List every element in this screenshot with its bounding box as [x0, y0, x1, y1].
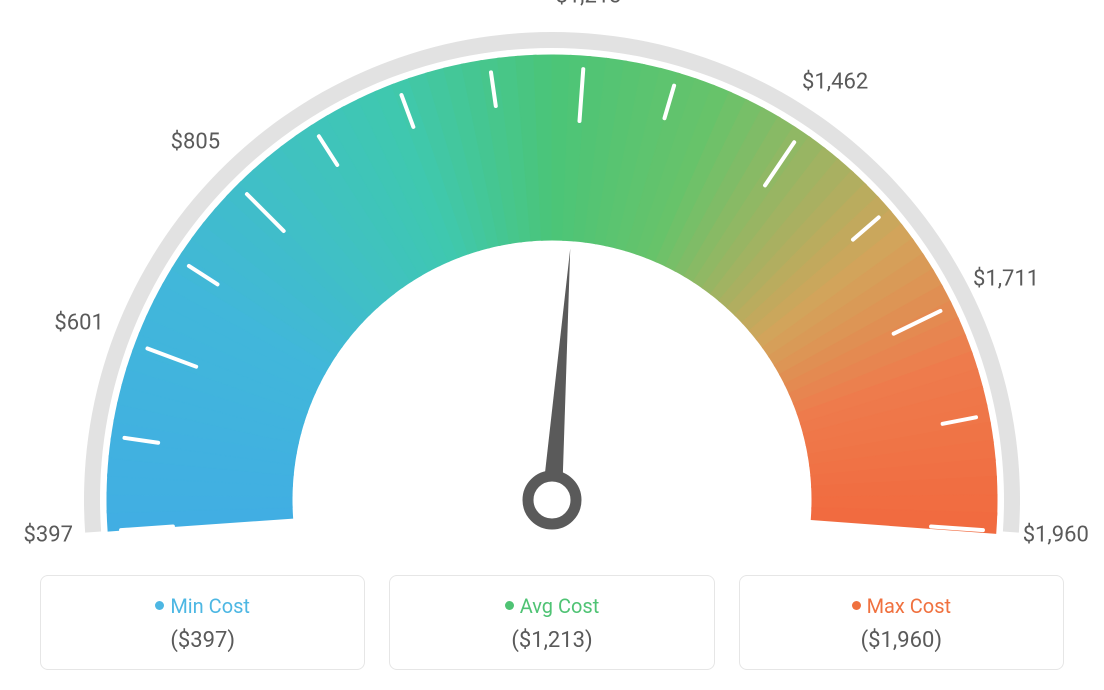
- legend-card-avg-cost: Avg Cost ($1,213): [389, 575, 714, 670]
- legend-title: Max Cost: [750, 594, 1053, 618]
- legend-value: ($397): [51, 628, 354, 653]
- legend-label-text: Max Cost: [867, 594, 952, 618]
- gauge-tick-label: $1,213: [555, 0, 621, 9]
- legend-label-text: Min Cost: [170, 594, 250, 618]
- legend-row: Min Cost ($397) Avg Cost ($1,213) Max Cost ($…: [40, 575, 1064, 670]
- legend-title: Min Cost: [51, 594, 354, 618]
- gauge-svg: [0, 0, 1104, 560]
- legend-dot-icon: [852, 601, 861, 610]
- gauge-tick-label: $601: [54, 310, 103, 335]
- legend-title: Avg Cost: [400, 594, 703, 618]
- legend-card-min-cost: Min Cost ($397): [40, 575, 365, 670]
- legend-card-max-cost: Max Cost ($1,960): [739, 575, 1064, 670]
- gauge-tick-label: $397: [23, 523, 72, 548]
- legend-dot-icon: [155, 601, 164, 610]
- gauge-tick-label: $805: [171, 130, 220, 155]
- gauge-tick-label: $1,462: [802, 69, 868, 94]
- legend-value: ($1,960): [750, 628, 1053, 653]
- gauge-tick-label: $1,711: [973, 267, 1039, 292]
- legend-dot-icon: [505, 601, 514, 610]
- cost-gauge: $397 $601 $805 $1,213 $1,462 $1,711 $1,960: [0, 0, 1104, 560]
- gauge-tick-label: $1,960: [1023, 523, 1089, 548]
- legend-value: ($1,213): [400, 628, 703, 653]
- legend-label-text: Avg Cost: [520, 594, 600, 618]
